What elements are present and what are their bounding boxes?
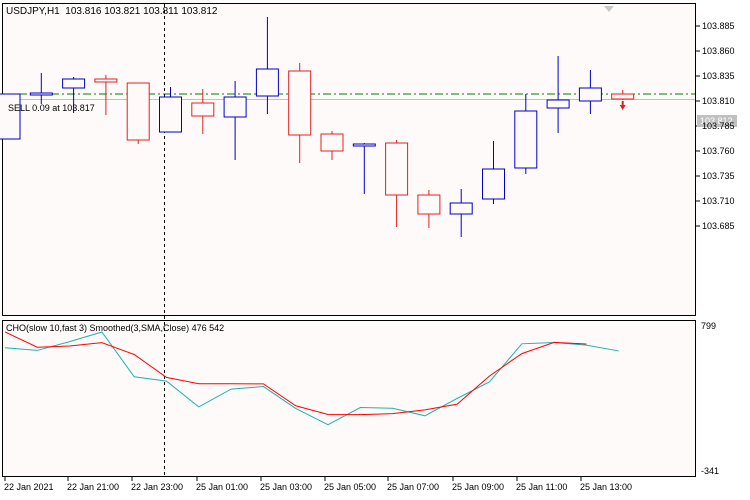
candle-body <box>0 93 21 140</box>
candle-body <box>223 96 247 118</box>
candle-body <box>578 87 602 102</box>
price-tick-label: 103.785 <box>702 121 735 131</box>
time-tick-label: 25 Jan 01:00 <box>196 482 249 492</box>
time-tick-label: 25 Jan 03:00 <box>260 482 313 492</box>
candle-body <box>94 78 118 83</box>
candle-body <box>126 82 150 141</box>
candle-body <box>417 194 441 215</box>
candle-body <box>611 93 635 100</box>
symbol-timeframe: USDJPY,H1 <box>6 6 60 17</box>
candle-body <box>288 70 312 136</box>
time-tick-label: 25 Jan 05:00 <box>324 482 377 492</box>
indicator-panel[interactable] <box>2 320 696 477</box>
price-tick-label: 103.885 <box>702 21 735 31</box>
price-tick-label: 103.835 <box>702 71 735 81</box>
candle-body <box>159 96 182 133</box>
candle-body <box>482 168 505 200</box>
candle-body <box>320 133 344 152</box>
time-tick-label: 22 Jan 2021 <box>4 482 54 492</box>
time-tick-label: 25 Jan 11:00 <box>516 482 568 492</box>
time-tick-label: 22 Jan 21:00 <box>67 482 120 492</box>
candle-body <box>62 78 86 89</box>
candle-body <box>546 99 570 109</box>
chart-shift-icon[interactable] <box>604 6 614 12</box>
time-tick-label: 25 Jan 09:00 <box>452 482 505 492</box>
price-tick-label: 103.860 <box>702 46 735 56</box>
price-tick-label: 103.685 <box>702 221 735 231</box>
cho-signal-line <box>4 331 619 426</box>
order-line-label: SELL 0.09 at 103.817 <box>8 103 95 113</box>
price-tick-label: 103.810 <box>702 96 735 106</box>
price-tick-label: 103.735 <box>702 171 735 181</box>
chart-title: USDJPY,H1 103.816 103.821 103.811 103.81… <box>6 6 217 17</box>
sell-arrow-icon <box>619 105 626 110</box>
ohlc-values: 103.816 103.821 103.811 103.812 <box>65 6 218 17</box>
indicator-axis-max: 799 <box>701 321 717 331</box>
indicator-title: CHO(slow 10,fast 3) Smoothed(3,SMA,Close… <box>6 323 225 333</box>
candle-body <box>385 142 409 196</box>
indicator-axis-min: -341 <box>701 466 720 476</box>
sell-arrow-stem <box>621 101 624 105</box>
time-tick-label: 22 Jan 23:00 <box>131 482 184 492</box>
cho-main-line <box>4 331 587 416</box>
candle-body <box>191 102 215 117</box>
time-tick-label: 25 Jan 13:00 <box>580 482 633 492</box>
price-tick-label: 103.710 <box>702 196 735 206</box>
current-price-tag: 103.812 <box>697 115 737 127</box>
candle-body <box>255 68 279 97</box>
candle-body <box>29 92 53 96</box>
price-chart-panel[interactable] <box>2 3 696 316</box>
candle-body <box>514 110 538 169</box>
candle-body <box>352 143 376 147</box>
time-tick-label: 25 Jan 07:00 <box>387 482 440 492</box>
price-tick-label: 103.760 <box>702 146 735 156</box>
candle-body <box>449 202 473 215</box>
